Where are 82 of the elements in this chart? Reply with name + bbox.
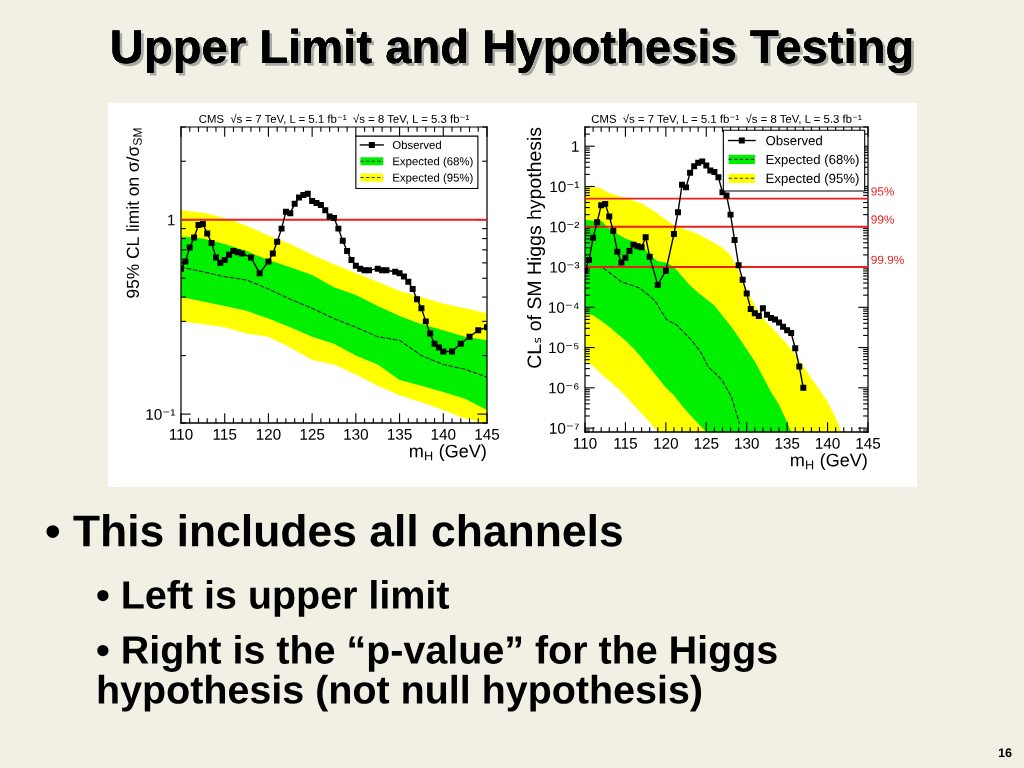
y-tick-label: 10⁻⁶ — [549, 382, 579, 394]
point — [602, 200, 609, 207]
point — [618, 259, 625, 266]
y-tick-label: 10⁻³ — [550, 261, 580, 273]
point — [662, 267, 669, 274]
y-axis-title: 95% CL limit on σ/σ$_{SM}$ — [126, 128, 142, 298]
text: • This includes all channels — [46, 514, 622, 547]
x-tick-label: 130 — [735, 437, 759, 449]
point — [703, 162, 710, 169]
x-tick-label: 135 — [775, 437, 800, 449]
point — [594, 219, 601, 226]
x-tick-label: 125 — [300, 428, 325, 440]
text: 99.9% — [871, 255, 904, 264]
x-tick-label: 110 — [573, 437, 597, 449]
x-tick-label: 120 — [256, 428, 281, 440]
legend-label: Expected (68%) — [766, 154, 859, 167]
x-tick-label: 140 — [431, 428, 456, 440]
point — [646, 253, 653, 260]
point — [735, 262, 742, 269]
point — [699, 158, 706, 165]
x-tick-label: 130 — [344, 428, 369, 440]
point — [622, 254, 629, 261]
point — [792, 345, 799, 352]
point — [586, 256, 593, 263]
x-tick-label: 115 — [213, 429, 237, 440]
x-tick-label: 145 — [856, 438, 881, 449]
point — [614, 248, 621, 255]
point — [610, 227, 617, 234]
point — [642, 234, 649, 241]
legend-label: Expected (68%) — [393, 156, 473, 168]
point — [687, 169, 694, 176]
legend-label: Expected (95%) — [393, 173, 473, 184]
point — [654, 281, 661, 288]
y-tick-label: 1 — [168, 214, 175, 226]
point — [776, 319, 783, 326]
text: • Right is the “p-value” for the Higgs hypothesis (not null hypothesis) — [97, 635, 777, 712]
point — [715, 174, 722, 181]
point — [731, 236, 738, 243]
legend-label: Expected (95%) — [766, 173, 859, 186]
x-tick-label: 110 — [169, 428, 193, 440]
line-series — [602, 267, 741, 425]
point — [626, 248, 633, 254]
x-axis-title: m$_{H}$ (GeV) — [791, 453, 867, 471]
chart-title: CMS √s = 7 TeV, L = 5.1 fb⁻¹ √s = 8 TeV, L = 5.3 fb⁻¹ — [591, 113, 862, 125]
y-tick-label: 10⁻¹ — [146, 408, 176, 420]
point — [590, 234, 597, 241]
text: 99% — [871, 215, 894, 224]
point — [638, 244, 645, 251]
point — [755, 312, 762, 319]
point — [674, 209, 681, 216]
text: • Left is upper limit — [97, 580, 450, 617]
point — [759, 305, 766, 312]
y-tick-label: 1 — [572, 141, 579, 152]
text: 16 — [998, 748, 1012, 758]
text: 95% — [871, 187, 894, 196]
point — [747, 305, 754, 312]
point — [796, 363, 803, 370]
y-tick-label: 10⁻⁵ — [549, 342, 579, 354]
point — [727, 211, 734, 218]
chart-title: CMS √s = 7 TeV, L = 5.1 fb⁻¹ √s = 8 TeV, L = 5.3 fb⁻¹ — [199, 113, 470, 125]
legend-label: Observed — [766, 135, 822, 146]
text: Upper Limit and Hypothesis Testing — [112, 28, 914, 76]
y-tick-label: 10⁻⁷ — [550, 422, 579, 434]
point — [739, 276, 746, 283]
point — [800, 384, 807, 391]
y-tick-label: 10⁻² — [550, 221, 580, 233]
legend-label: Observed — [392, 140, 441, 150]
x-axis-title: m$_{H}$ (GeV) — [410, 444, 486, 462]
y-axis-title: CLₛ of SM Higgs hypothesis — [526, 127, 546, 368]
point — [670, 231, 677, 238]
x-tick-label: 140 — [815, 437, 840, 449]
x-tick-label: 120 — [654, 437, 679, 449]
x-tick-label: 115 — [614, 438, 637, 449]
y-tick-label: 10⁻¹ — [550, 181, 580, 193]
point — [606, 213, 613, 220]
x-tick-label: 145 — [475, 429, 500, 440]
point — [788, 330, 795, 336]
x-tick-label: 135 — [387, 428, 412, 440]
point — [711, 168, 718, 175]
point — [683, 184, 690, 191]
x-tick-label: 125 — [694, 437, 719, 449]
y-tick-label: 10⁻⁴ — [548, 302, 579, 313]
